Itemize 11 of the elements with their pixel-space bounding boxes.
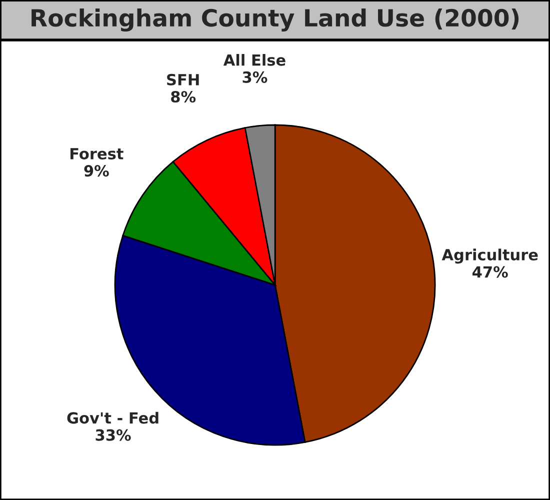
data-label: 47% <box>472 266 508 278</box>
data-label: 3% <box>242 71 268 83</box>
data-label: 8% <box>171 90 196 103</box>
data-label: 9% <box>84 165 109 177</box>
slice-label: SFH <box>167 74 199 86</box>
slice-label: Agriculture <box>442 248 538 264</box>
slice-label: Gov't - Fed <box>67 412 158 424</box>
slice-label: All Else <box>223 54 286 66</box>
slice-label: Forest <box>70 148 124 160</box>
chart-title: Rockingham County Land Use (2000) <box>32 8 519 32</box>
data-label: 33% <box>96 429 131 441</box>
